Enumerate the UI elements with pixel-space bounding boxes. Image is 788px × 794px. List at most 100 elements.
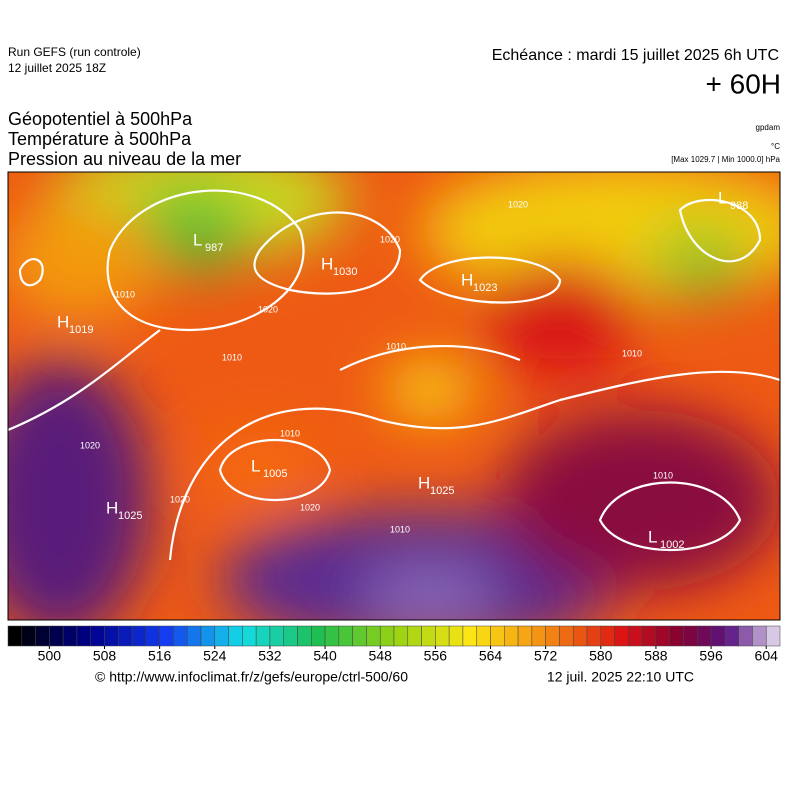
- center-value: 1025: [430, 485, 454, 497]
- isobar-label: 1010: [622, 348, 642, 358]
- run: Run GEFS (run controle): [8, 45, 141, 59]
- colorbar-cell: [338, 625, 353, 647]
- colorbar-cell: [407, 625, 422, 647]
- isobar-label: 1020: [170, 494, 190, 504]
- center-letter: L: [648, 527, 657, 546]
- colorbar-cell: [641, 625, 657, 647]
- center-letter: L: [251, 456, 260, 475]
- colorbar-cell: [448, 625, 464, 647]
- colorbar-cell: [710, 625, 726, 647]
- colorbar-cell: [90, 625, 105, 647]
- colorbar-cell: [600, 625, 615, 647]
- colorbar-cell: [462, 625, 477, 647]
- colorbar-cell: [738, 625, 753, 647]
- colorbar-cell: [311, 625, 326, 647]
- colorbar-cell: [628, 625, 643, 647]
- colorbar-cell: [269, 625, 284, 647]
- colorbar-cell: [476, 625, 491, 647]
- colorbar-cell: [572, 625, 588, 647]
- colorbar-cell: [35, 625, 50, 647]
- colorbar-cell: [49, 625, 64, 647]
- colorbar-tick-label: 500: [38, 648, 62, 664]
- colorbar-cell: [393, 625, 409, 647]
- colorbar-cell: [214, 625, 229, 647]
- colorbar-cell: [669, 625, 684, 647]
- map-frame: [7, 171, 781, 621]
- center-value: 1025: [118, 510, 142, 522]
- isobar-label: 1020: [508, 199, 528, 209]
- colorbar-cell: [366, 625, 381, 647]
- footer-url: © http://www.infoclimat.fr/z/gefs/europe…: [95, 669, 408, 685]
- colorbar-cell: [62, 625, 78, 647]
- colorbar-cell: [283, 625, 298, 647]
- colorbar-cell: [752, 625, 767, 647]
- colorbar-cell: [173, 625, 188, 647]
- colorbar-tick-label: 580: [589, 648, 613, 664]
- center-value: 1019: [69, 324, 93, 336]
- colorbar-cell: [255, 625, 271, 647]
- run-date: 12 juillet 2025 18Z: [8, 61, 106, 75]
- colorbar-tick-label: 548: [369, 648, 393, 664]
- colorbar-tick-label: 564: [479, 648, 503, 664]
- unit: °C: [771, 142, 780, 151]
- colorbar-cell: [76, 625, 91, 647]
- title: Pression au niveau de la mer: [8, 149, 241, 169]
- title: Géopotentiel à 500hPa: [8, 109, 193, 129]
- colorbar-tick-label: 596: [699, 648, 723, 664]
- lead: + 60H: [706, 68, 782, 99]
- echeance: Echéance : mardi 15 juillet 2025 6h UTC: [492, 47, 779, 64]
- center-value: 1030: [333, 266, 357, 278]
- colorbar-cell: [545, 625, 560, 647]
- colorbar-cell: [724, 625, 739, 647]
- colorbar-cell: [559, 625, 574, 647]
- isobar-label: 1010: [115, 289, 135, 299]
- colorbar-tick-label: 540: [313, 648, 337, 664]
- isobar-label: 1010: [386, 341, 406, 351]
- colorbar-cell: [159, 625, 174, 647]
- center-value: 987: [205, 242, 223, 254]
- isobar-label: 1010: [222, 352, 242, 362]
- unit: gpdam: [756, 123, 781, 132]
- isobar-label: 1020: [258, 304, 278, 314]
- colorbar-tick-label: 516: [148, 648, 172, 664]
- colorbar-cell: [683, 625, 698, 647]
- colorbar-cell: [614, 625, 629, 647]
- title: Température à 500hPa: [8, 129, 192, 149]
- colorbar-cell: [504, 625, 519, 647]
- colorbar-cell: [297, 625, 312, 647]
- center-letter: H: [461, 270, 473, 289]
- isobar-label: 1010: [280, 428, 300, 438]
- colorbar-cell: [118, 625, 133, 647]
- colorbar-cell: [435, 625, 450, 647]
- colorbar-tick-label: 508: [93, 648, 117, 664]
- colorbar-cell: [517, 625, 533, 647]
- center-letter: H: [418, 473, 430, 492]
- colorbar-cell: [7, 625, 23, 647]
- colorbar-cell: [228, 625, 243, 647]
- colorbar-cell: [352, 625, 367, 647]
- colorbar-cell: [490, 625, 505, 647]
- colorbar-tick-label: 532: [258, 648, 282, 664]
- center-letter: H: [57, 312, 69, 331]
- center-letter: L: [718, 188, 727, 207]
- colorbar-cell: [421, 625, 436, 647]
- colorbar-cell: [186, 625, 202, 647]
- colorbar-cell: [586, 625, 602, 647]
- colorbar-cell: [21, 625, 36, 647]
- center-letter: H: [106, 498, 118, 517]
- colorbar-tick-label: 588: [644, 648, 668, 664]
- footer-time: 12 juil. 2025 22:10 UTC: [547, 669, 694, 685]
- colorbar-cell: [200, 625, 216, 647]
- center-value: 1002: [660, 539, 684, 551]
- unit: [Max 1029.7 | Min 1000.0] hPa: [671, 155, 780, 164]
- isobar-label: 1020: [80, 440, 100, 450]
- colorbar-cell: [765, 625, 781, 647]
- colorbar-cell: [655, 625, 670, 647]
- colorbar-tick-label: 524: [203, 648, 227, 664]
- colorbar-tick-label: 572: [534, 648, 558, 664]
- colorbar-cell: [697, 625, 712, 647]
- isobar-label: 1010: [390, 524, 410, 534]
- colorbar-tick-label: 556: [424, 648, 448, 664]
- colorbar-cell: [379, 625, 395, 647]
